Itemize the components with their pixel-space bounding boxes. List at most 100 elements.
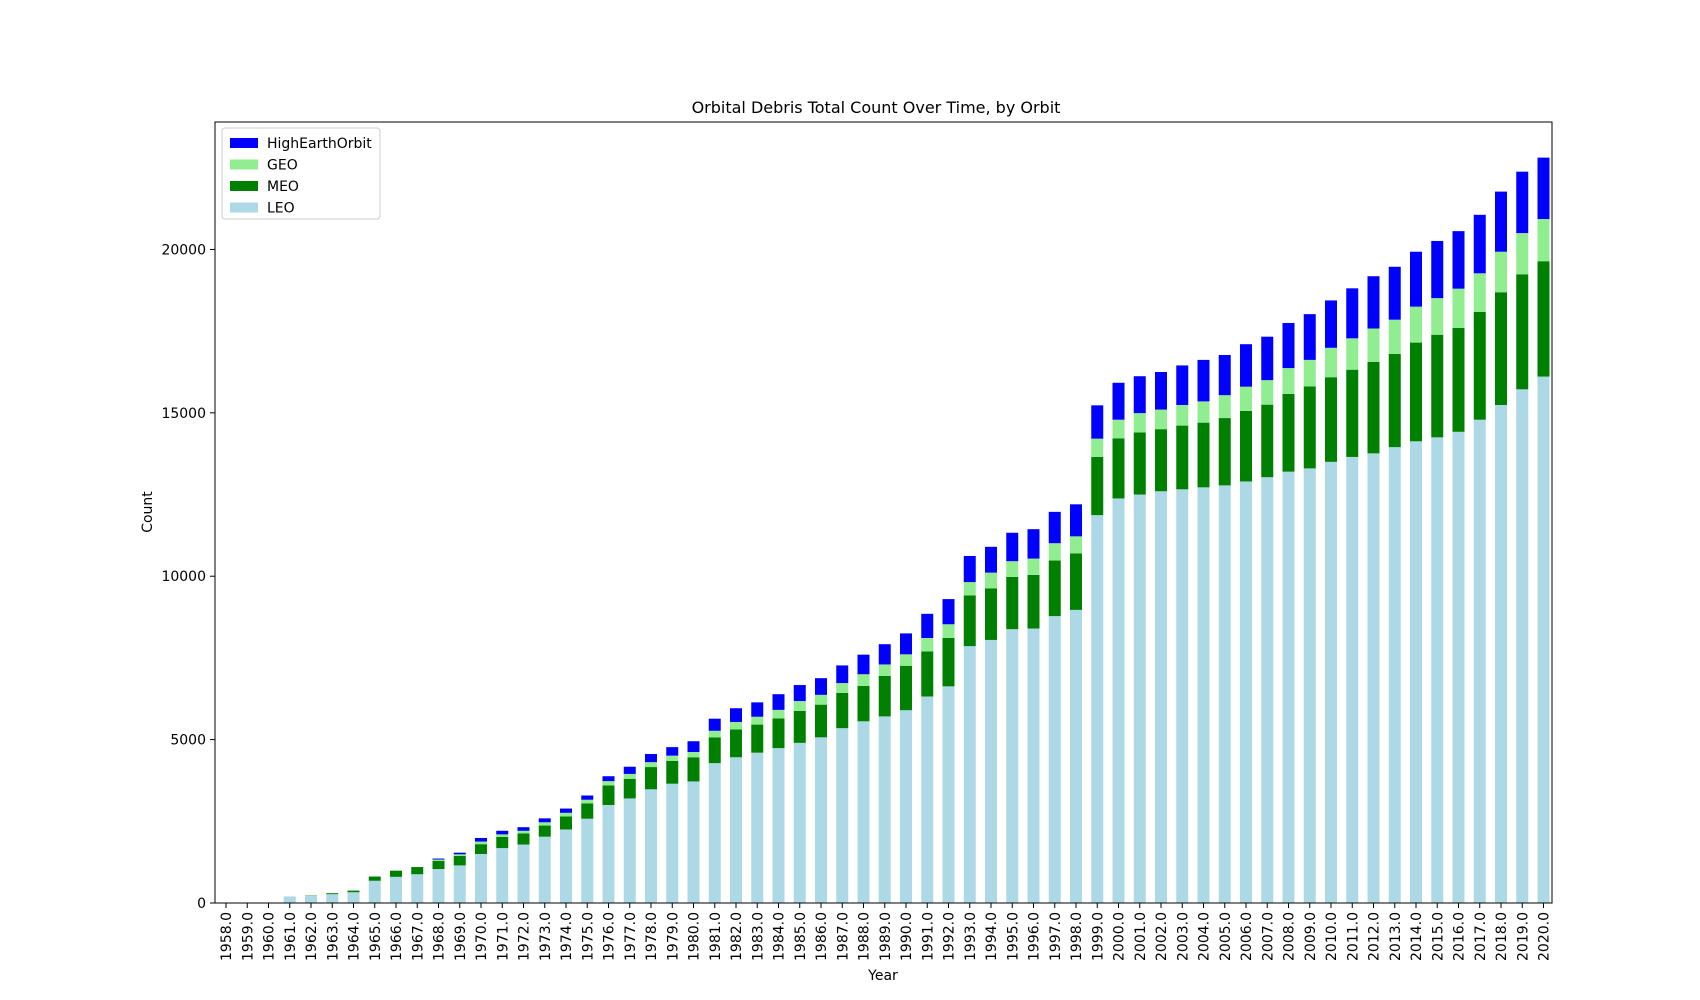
x-tick-label: 1975.0 (580, 912, 596, 961)
bar-meo-1980.0 (687, 757, 700, 782)
x-tick-label: 1970.0 (474, 912, 490, 961)
x-tick-label: 2003.0 (1175, 912, 1191, 961)
bar-meo-2006.0 (1240, 410, 1252, 482)
bar-meo-1982.0 (730, 729, 742, 758)
bar-leo-2020.0 (1537, 376, 1550, 903)
bar-meo-1967.0 (411, 867, 424, 875)
bar-geo-1984.0 (772, 709, 785, 719)
bar-highearthorbit-1984.0 (772, 694, 785, 710)
bar-highearthorbit-1997.0 (1048, 511, 1061, 544)
y-tick-label: 0 (197, 896, 206, 912)
bar-highearthorbit-2001.0 (1133, 376, 1146, 414)
bar-highearthorbit-1988.0 (857, 654, 870, 675)
bar-meo-1993.0 (963, 595, 976, 647)
x-tick-label: 2008.0 (1282, 912, 1298, 961)
bar-meo-1989.0 (878, 675, 891, 717)
bar-leo-1974.0 (560, 829, 572, 903)
bar-highearthorbit-1993.0 (963, 555, 976, 583)
bar-meo-2011.0 (1346, 369, 1359, 457)
bar-meo-1997.0 (1048, 560, 1061, 617)
bar-highearthorbit-2008.0 (1282, 322, 1295, 369)
bar-leo-1991.0 (921, 696, 934, 903)
bar-highearthorbit-2012.0 (1367, 276, 1380, 329)
bar-geo-1986.0 (815, 694, 827, 705)
bar-geo-2015.0 (1431, 298, 1444, 335)
legend-swatch-geo (230, 159, 258, 170)
bar-meo-1988.0 (857, 686, 870, 722)
x-tick-label: 1981.0 (708, 912, 724, 961)
bar-meo-1991.0 (921, 651, 934, 697)
x-tick-label: 2014.0 (1409, 912, 1425, 961)
bar-meo-2003.0 (1176, 425, 1189, 490)
x-tick-label: 1984.0 (772, 912, 788, 961)
x-tick-label: 1973.0 (538, 912, 554, 961)
bar-meo-1994.0 (985, 588, 997, 640)
bar-geo-2013.0 (1388, 319, 1401, 355)
bar-highearthorbit-1980.0 (687, 741, 700, 753)
x-tick-label: 2013.0 (1388, 912, 1404, 961)
bar-meo-1965.0 (368, 876, 381, 881)
bar-meo-1985.0 (793, 710, 806, 743)
x-tick-label: 2001.0 (1133, 912, 1149, 961)
bar-geo-1991.0 (921, 637, 934, 652)
bar-geo-1992.0 (942, 624, 955, 638)
x-tick-label: 1959.0 (240, 912, 256, 961)
bar-highearthorbit-1969.0 (453, 852, 466, 855)
bar-leo-2006.0 (1240, 481, 1252, 903)
x-tick-label: 1961.0 (283, 912, 299, 961)
bar-geo-1981.0 (708, 730, 721, 738)
bar-geo-1972.0 (517, 830, 530, 834)
bar-leo-2019.0 (1516, 389, 1529, 903)
bar-geo-2011.0 (1346, 338, 1359, 370)
x-tick-label: 2015.0 (1430, 912, 1446, 961)
y-tick-label: 10000 (161, 569, 206, 585)
bar-highearthorbit-1977.0 (623, 766, 636, 774)
legend-swatch-leo (230, 202, 258, 213)
x-tick-label: 1983.0 (750, 912, 766, 961)
bar-meo-2008.0 (1282, 393, 1295, 472)
x-tick-label: 2009.0 (1303, 912, 1319, 961)
bar-geo-1987.0 (836, 683, 849, 693)
bar-highearthorbit-2018.0 (1495, 191, 1507, 252)
bar-meo-2004.0 (1197, 422, 1210, 488)
bar-leo-1994.0 (985, 639, 997, 903)
bar-geo-1969.0 (453, 854, 466, 856)
x-tick-label: 1965.0 (368, 912, 384, 961)
bar-meo-2014.0 (1410, 342, 1422, 442)
bar-geo-1989.0 (878, 664, 891, 676)
x-tick-label: 1962.0 (304, 912, 320, 961)
bar-geo-2020.0 (1537, 219, 1550, 262)
bar-geo-2008.0 (1282, 368, 1295, 394)
bar-meo-2017.0 (1473, 311, 1486, 420)
bar-leo-1972.0 (517, 844, 530, 903)
bar-highearthorbit-2003.0 (1176, 365, 1189, 405)
bar-meo-2005.0 (1218, 418, 1231, 486)
bar-leo-1977.0 (623, 798, 636, 903)
bar-meo-1974.0 (560, 816, 572, 830)
bar-geo-2019.0 (1516, 233, 1529, 275)
bar-geo-1979.0 (666, 755, 679, 761)
x-tick-label: 1969.0 (453, 912, 469, 961)
bar-highearthorbit-2010.0 (1325, 300, 1337, 348)
bar-leo-2018.0 (1495, 404, 1507, 903)
x-tick-label: 1979.0 (665, 912, 681, 961)
bar-geo-2018.0 (1495, 251, 1507, 293)
x-tick-label: 1990.0 (899, 912, 915, 961)
bar-highearthorbit-1987.0 (836, 665, 849, 684)
bar-meo-2013.0 (1388, 354, 1401, 448)
bar-leo-2000.0 (1112, 498, 1125, 903)
bar-leo-1979.0 (666, 783, 679, 903)
x-tick-label: 2002.0 (1154, 912, 1170, 961)
x-tick-label: 1997.0 (1048, 912, 1064, 961)
x-tick-label: 1996.0 (1027, 912, 1043, 961)
bar-geo-1975.0 (581, 799, 594, 804)
bar-leo-1967.0 (411, 874, 424, 903)
bar-leo-1986.0 (815, 737, 827, 903)
bar-leo-1993.0 (963, 646, 976, 903)
bar-meo-2000.0 (1112, 438, 1125, 499)
bar-leo-2004.0 (1197, 487, 1210, 903)
bar-leo-1987.0 (836, 728, 849, 903)
x-tick-label: 1978.0 (644, 912, 660, 961)
bar-meo-1968.0 (432, 860, 445, 870)
